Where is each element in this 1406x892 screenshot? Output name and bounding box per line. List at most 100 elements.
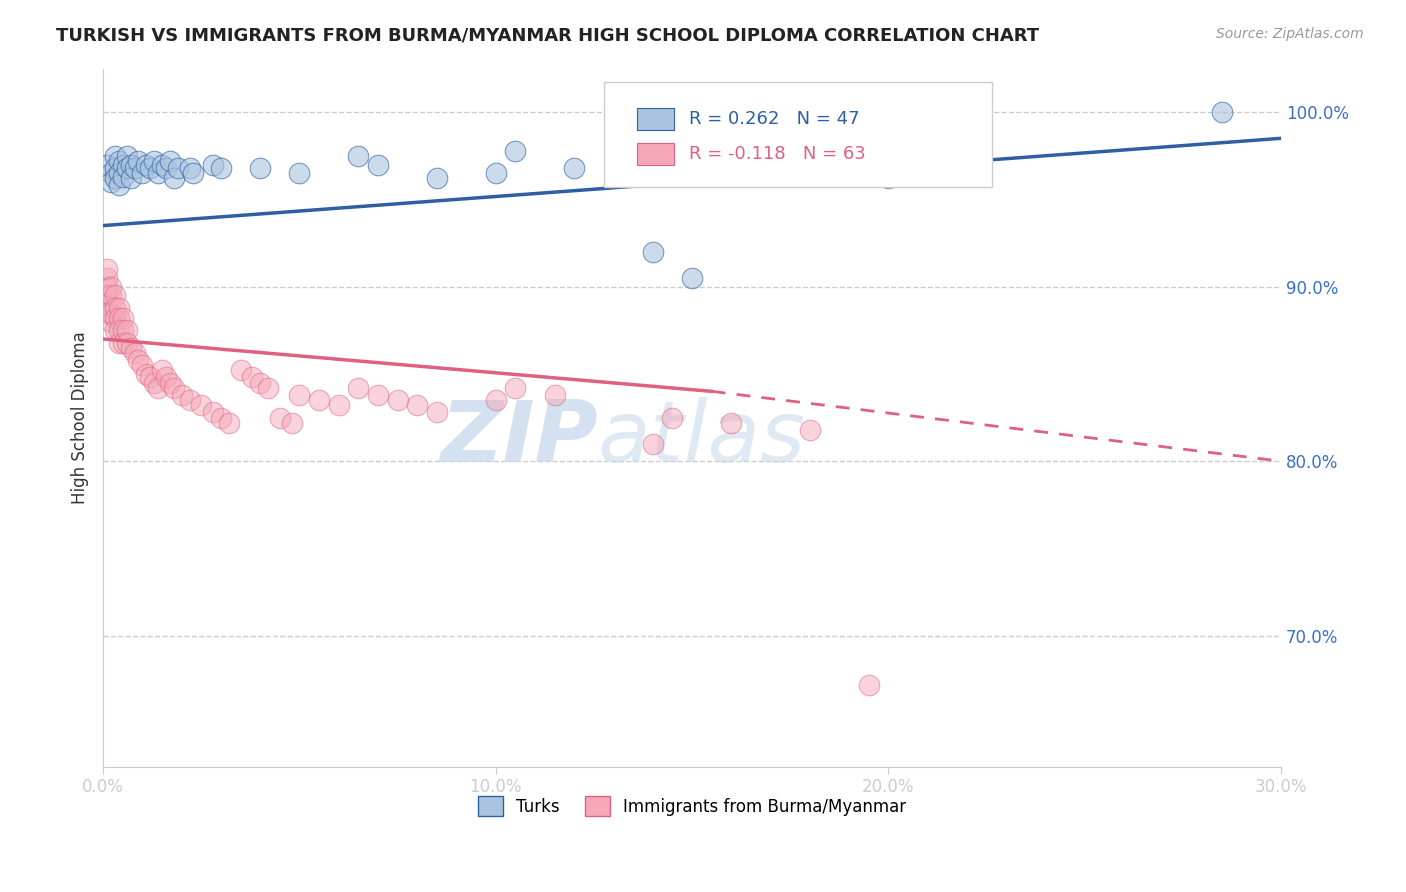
Text: R = -0.118   N = 63: R = -0.118 N = 63 bbox=[689, 145, 865, 162]
Point bbox=[131, 166, 153, 180]
Point bbox=[159, 376, 181, 390]
Point bbox=[96, 262, 118, 277]
Point bbox=[104, 288, 127, 302]
Point bbox=[229, 363, 252, 377]
Legend: Turks, Immigrants from Burma/Myanmar: Turks, Immigrants from Burma/Myanmar bbox=[470, 788, 914, 824]
Point bbox=[111, 323, 134, 337]
Bar bbox=[637, 108, 675, 130]
Point bbox=[179, 393, 201, 408]
Point bbox=[209, 410, 232, 425]
Point bbox=[347, 381, 370, 395]
Point bbox=[124, 346, 146, 360]
Point bbox=[111, 169, 134, 184]
Point bbox=[505, 381, 527, 395]
Point bbox=[104, 149, 127, 163]
Text: ZIP: ZIP bbox=[440, 397, 598, 480]
Point bbox=[202, 157, 225, 171]
Point bbox=[183, 166, 205, 180]
Point bbox=[100, 314, 122, 328]
Point bbox=[308, 393, 330, 408]
Point bbox=[641, 244, 664, 259]
Text: R = 0.262   N = 47: R = 0.262 N = 47 bbox=[689, 110, 859, 128]
Point bbox=[108, 154, 131, 169]
Point bbox=[209, 161, 232, 175]
Point bbox=[328, 398, 350, 412]
Point bbox=[218, 416, 240, 430]
Point bbox=[170, 388, 193, 402]
Point bbox=[641, 436, 664, 450]
Point bbox=[249, 376, 271, 390]
Y-axis label: High School Diploma: High School Diploma bbox=[72, 331, 89, 504]
Point bbox=[1211, 105, 1233, 120]
Point bbox=[127, 353, 149, 368]
Point bbox=[135, 157, 157, 171]
Point bbox=[96, 306, 118, 320]
Point bbox=[108, 301, 131, 315]
Point bbox=[111, 311, 134, 326]
Point bbox=[135, 367, 157, 381]
Point bbox=[661, 410, 683, 425]
Point bbox=[249, 161, 271, 175]
Point bbox=[96, 279, 118, 293]
Point bbox=[562, 161, 585, 175]
FancyBboxPatch shape bbox=[603, 82, 993, 187]
Point bbox=[150, 363, 173, 377]
Point bbox=[485, 166, 508, 180]
Point bbox=[131, 358, 153, 372]
Point bbox=[139, 370, 162, 384]
Point bbox=[426, 171, 449, 186]
Point bbox=[858, 677, 880, 691]
Point bbox=[100, 306, 122, 320]
Point bbox=[190, 398, 212, 412]
Point bbox=[124, 161, 146, 175]
Point bbox=[100, 288, 122, 302]
Point bbox=[108, 311, 131, 326]
Point bbox=[387, 393, 409, 408]
Point bbox=[108, 335, 131, 350]
Point bbox=[240, 370, 263, 384]
Point bbox=[120, 157, 142, 171]
Point bbox=[347, 149, 370, 163]
Point bbox=[269, 410, 291, 425]
Point bbox=[120, 341, 142, 355]
Point bbox=[257, 381, 280, 395]
Point bbox=[166, 161, 188, 175]
Point bbox=[280, 416, 302, 430]
Point bbox=[127, 154, 149, 169]
Point bbox=[108, 323, 131, 337]
Point bbox=[115, 323, 138, 337]
Point bbox=[104, 311, 127, 326]
Point bbox=[288, 388, 311, 402]
Point bbox=[799, 423, 821, 437]
Point bbox=[681, 271, 703, 285]
Point bbox=[111, 157, 134, 171]
Point bbox=[120, 171, 142, 186]
Point bbox=[108, 178, 131, 193]
Point bbox=[96, 288, 118, 302]
Point bbox=[146, 381, 169, 395]
Point bbox=[111, 335, 134, 350]
Point bbox=[759, 166, 782, 180]
Point bbox=[155, 370, 177, 384]
Point bbox=[96, 297, 118, 311]
Point bbox=[150, 157, 173, 171]
Text: atlas: atlas bbox=[598, 397, 806, 480]
Point bbox=[104, 301, 127, 315]
Point bbox=[426, 405, 449, 419]
Point bbox=[485, 393, 508, 408]
Point bbox=[100, 166, 122, 180]
Point bbox=[108, 166, 131, 180]
Text: TURKISH VS IMMIGRANTS FROM BURMA/MYANMAR HIGH SCHOOL DIPLOMA CORRELATION CHART: TURKISH VS IMMIGRANTS FROM BURMA/MYANMAR… bbox=[56, 27, 1039, 45]
Point bbox=[367, 157, 389, 171]
Point bbox=[163, 381, 186, 395]
Point bbox=[143, 376, 166, 390]
Point bbox=[406, 398, 429, 412]
Text: Source: ZipAtlas.com: Source: ZipAtlas.com bbox=[1216, 27, 1364, 41]
Point bbox=[159, 154, 181, 169]
Point bbox=[956, 161, 979, 175]
Point bbox=[115, 149, 138, 163]
Point bbox=[163, 171, 186, 186]
Point bbox=[720, 416, 742, 430]
Point bbox=[179, 161, 201, 175]
Point bbox=[543, 388, 565, 402]
